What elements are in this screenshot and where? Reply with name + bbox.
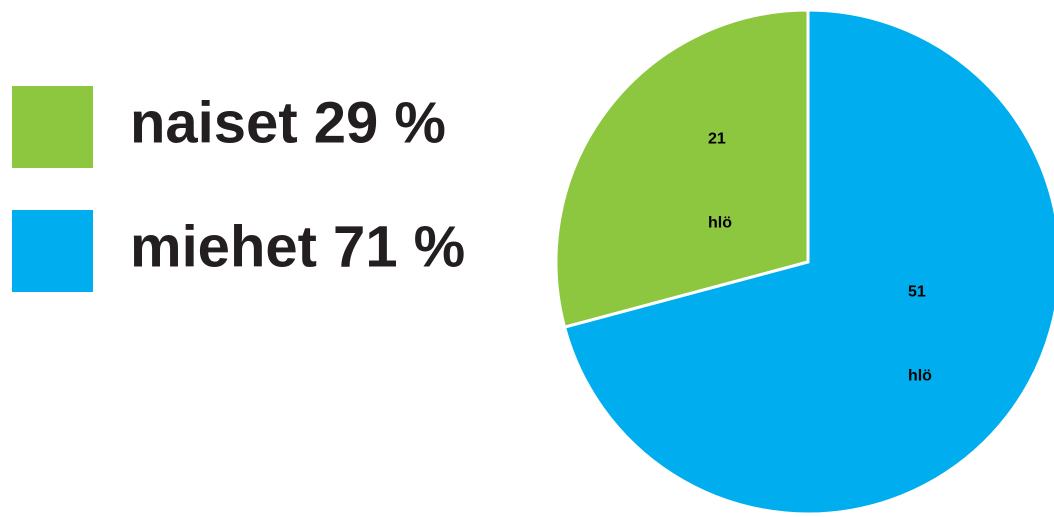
legend-swatch — [12, 210, 93, 292]
legend-swatch — [12, 86, 93, 168]
pie-slice — [554, 8, 810, 330]
legend-label: miehet 71 % — [130, 214, 465, 279]
slice-label: 21 hlö — [708, 130, 732, 231]
legend-label: naiset 29 % — [130, 90, 446, 155]
slice-label: 51 hlö — [908, 284, 932, 385]
pie-slice — [562, 8, 1054, 516]
